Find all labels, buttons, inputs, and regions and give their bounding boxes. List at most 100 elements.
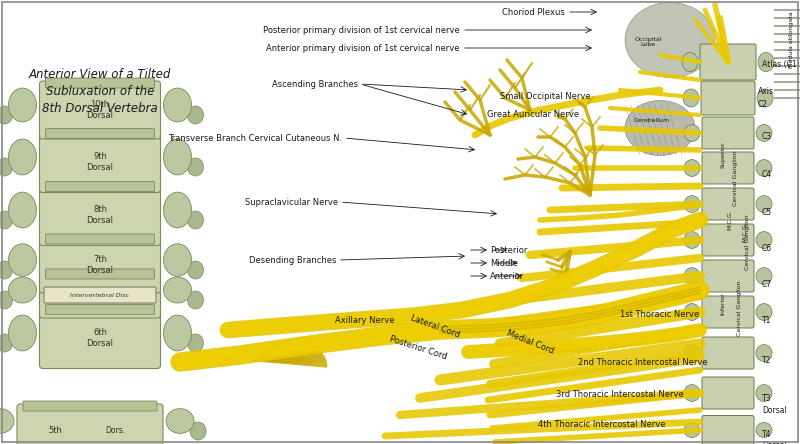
FancyBboxPatch shape	[39, 308, 161, 369]
Text: Dorsal: Dorsal	[762, 441, 786, 444]
Ellipse shape	[9, 244, 37, 276]
Ellipse shape	[684, 304, 700, 321]
Ellipse shape	[625, 3, 715, 78]
Text: C2: C2	[758, 100, 768, 109]
FancyBboxPatch shape	[46, 234, 154, 244]
Ellipse shape	[163, 277, 191, 303]
Ellipse shape	[684, 385, 700, 401]
Ellipse shape	[684, 159, 700, 176]
Ellipse shape	[9, 277, 37, 303]
Text: Ascending Branches: Ascending Branches	[272, 80, 358, 89]
Text: C4: C4	[762, 170, 772, 179]
Ellipse shape	[163, 192, 191, 228]
Text: Choriod Plexus: Choriod Plexus	[502, 8, 565, 17]
Text: Posterior: Posterior	[490, 246, 527, 255]
Ellipse shape	[0, 261, 13, 279]
Text: T2: T2	[762, 356, 771, 365]
Text: 8th
Dorsal: 8th Dorsal	[86, 205, 114, 225]
Text: Dors.: Dors.	[105, 425, 125, 435]
FancyBboxPatch shape	[46, 128, 154, 139]
Text: Medula oblongata: Medula oblongata	[789, 12, 794, 68]
Ellipse shape	[625, 100, 695, 155]
Ellipse shape	[0, 211, 13, 229]
Ellipse shape	[163, 88, 191, 122]
Ellipse shape	[187, 106, 203, 124]
Ellipse shape	[187, 334, 203, 352]
Text: 5th: 5th	[48, 425, 62, 435]
FancyBboxPatch shape	[39, 237, 161, 293]
Text: Cervical Ganglion: Cervical Ganglion	[746, 214, 750, 270]
Text: Anterior: Anterior	[490, 272, 524, 281]
Ellipse shape	[190, 422, 206, 440]
Ellipse shape	[166, 408, 194, 433]
Ellipse shape	[756, 345, 772, 361]
Ellipse shape	[187, 211, 203, 229]
Text: Medial Cord: Medial Cord	[505, 329, 555, 356]
Text: T4: T4	[762, 430, 771, 439]
Text: Atlas (C1): Atlas (C1)	[762, 60, 800, 69]
Ellipse shape	[756, 385, 772, 401]
Ellipse shape	[756, 268, 772, 285]
Ellipse shape	[187, 261, 203, 279]
Ellipse shape	[684, 125, 700, 141]
FancyBboxPatch shape	[46, 182, 154, 191]
Text: Desending Branches: Desending Branches	[249, 256, 336, 265]
Ellipse shape	[0, 106, 13, 124]
Ellipse shape	[756, 125, 772, 141]
Ellipse shape	[682, 52, 698, 71]
Ellipse shape	[9, 139, 37, 175]
FancyBboxPatch shape	[39, 272, 161, 318]
Text: C3: C3	[762, 132, 772, 141]
Text: Small Occipital Nerve: Small Occipital Nerve	[500, 92, 590, 101]
FancyBboxPatch shape	[23, 401, 157, 411]
Text: Cerebellum: Cerebellum	[634, 118, 670, 123]
Text: 9th
Dorsal: 9th Dorsal	[86, 152, 114, 172]
Text: Transverse Branch Cervical Cutaneous N.: Transverse Branch Cervical Cutaneous N.	[168, 134, 342, 143]
Ellipse shape	[684, 196, 700, 212]
FancyBboxPatch shape	[702, 337, 754, 369]
Text: 1st Thoracic Nerve: 1st Thoracic Nerve	[620, 310, 699, 319]
Ellipse shape	[758, 52, 774, 71]
Ellipse shape	[684, 268, 700, 285]
Ellipse shape	[756, 159, 772, 176]
FancyBboxPatch shape	[44, 287, 156, 303]
Text: Cervical Ganglion: Cervical Ganglion	[738, 280, 742, 336]
Ellipse shape	[0, 291, 13, 309]
FancyBboxPatch shape	[702, 117, 754, 149]
Text: Supraclavicular Nerve: Supraclavicular Nerve	[245, 198, 338, 207]
Ellipse shape	[9, 88, 37, 122]
Ellipse shape	[9, 315, 37, 351]
Text: Superior: Superior	[721, 142, 726, 168]
FancyBboxPatch shape	[39, 185, 161, 246]
Text: Anterior primary division of 1st cervical nerve: Anterior primary division of 1st cervica…	[266, 44, 460, 53]
FancyBboxPatch shape	[700, 44, 756, 80]
Ellipse shape	[757, 89, 773, 107]
FancyBboxPatch shape	[46, 78, 154, 88]
FancyBboxPatch shape	[39, 131, 161, 193]
FancyBboxPatch shape	[702, 224, 754, 256]
Ellipse shape	[684, 345, 700, 361]
Text: C7: C7	[762, 280, 772, 289]
Text: Inferior: Inferior	[721, 293, 726, 315]
FancyBboxPatch shape	[702, 296, 754, 328]
Text: 3rd Thoracic Intercostal Nerve: 3rd Thoracic Intercostal Nerve	[556, 390, 684, 399]
Ellipse shape	[756, 304, 772, 321]
Text: M.C.G.: M.C.G.	[727, 210, 733, 230]
Ellipse shape	[187, 291, 203, 309]
Text: 7th
Dorsal: 7th Dorsal	[86, 255, 114, 275]
Text: C6: C6	[762, 244, 772, 253]
Ellipse shape	[0, 408, 14, 433]
Ellipse shape	[163, 244, 191, 276]
FancyBboxPatch shape	[17, 404, 163, 444]
FancyBboxPatch shape	[46, 269, 154, 279]
Text: Axillary Nerve: Axillary Nerve	[335, 316, 394, 325]
Text: Posterior primary division of 1st cervical nerve: Posterior primary division of 1st cervic…	[263, 26, 460, 35]
Ellipse shape	[163, 139, 191, 175]
Ellipse shape	[756, 423, 772, 437]
Text: 6th
Dorsal: 6th Dorsal	[86, 328, 114, 348]
Ellipse shape	[684, 423, 700, 437]
Text: Intervertebral Disc: Intervertebral Disc	[70, 293, 130, 297]
Ellipse shape	[9, 192, 37, 228]
Ellipse shape	[163, 315, 191, 351]
Text: Axis: Axis	[758, 87, 774, 96]
